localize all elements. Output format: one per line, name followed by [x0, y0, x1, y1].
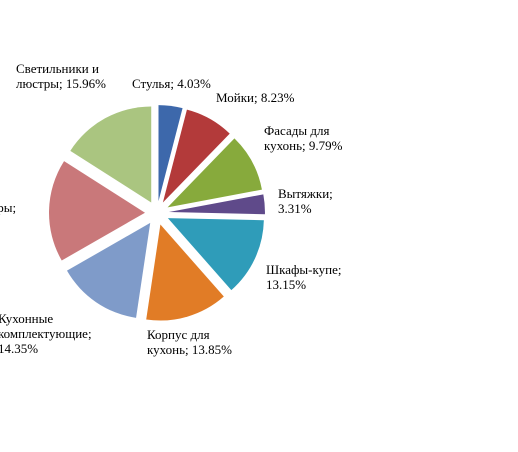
value-label: 9.79% [308, 138, 343, 153]
data-label: Ванные аксессуары; 17.33% [0, 185, 40, 230]
data-label: Вытяжки; 3.31% [278, 186, 348, 216]
category-label: Кухонные комплектующие; [0, 311, 92, 341]
value-label: 15.96% [65, 76, 106, 91]
data-label: Корпус для кухонь; 13.85% [147, 327, 247, 357]
category-label: Фасады для кухонь; [264, 123, 330, 153]
pie-slice [146, 224, 224, 321]
value-label: 13.15% [266, 277, 307, 292]
pie-slice [66, 222, 151, 318]
category-label: Ванные аксессуары; [0, 200, 17, 215]
category-label: Шкафы-купе; [266, 262, 342, 277]
pie-slice [162, 109, 230, 203]
pie-slice [49, 161, 146, 261]
pie-slice [168, 194, 265, 215]
category-label: Вытяжки; [278, 186, 333, 201]
data-label: Стулья; 4.03% [132, 76, 232, 91]
data-label: Шкафы-купе; 13.15% [266, 262, 356, 292]
pie-slice [158, 105, 183, 202]
data-label: Фасады для кухонь; 9.79% [264, 123, 354, 153]
category-label: Светильники и люстры; [16, 61, 99, 91]
pie-slice [167, 218, 264, 291]
value-label: 4.03% [177, 76, 211, 91]
category-label: Мойки; [216, 90, 258, 105]
value-label: 3.31% [278, 201, 312, 216]
data-label: Кухонные комплектующие; 14.35% [0, 311, 98, 356]
pie-slice [167, 138, 262, 208]
value-label: 8.23% [260, 90, 295, 105]
value-label: 14.35% [0, 341, 39, 356]
pie-slice [70, 106, 152, 203]
category-label: Корпус для кухонь; [147, 327, 210, 357]
category-label: Стулья; [132, 76, 174, 91]
value-label: 13.85% [191, 342, 232, 357]
data-label: Светильники и люстры; 15.96% [16, 61, 116, 91]
data-label: Мойки; 8.23% [216, 90, 316, 105]
